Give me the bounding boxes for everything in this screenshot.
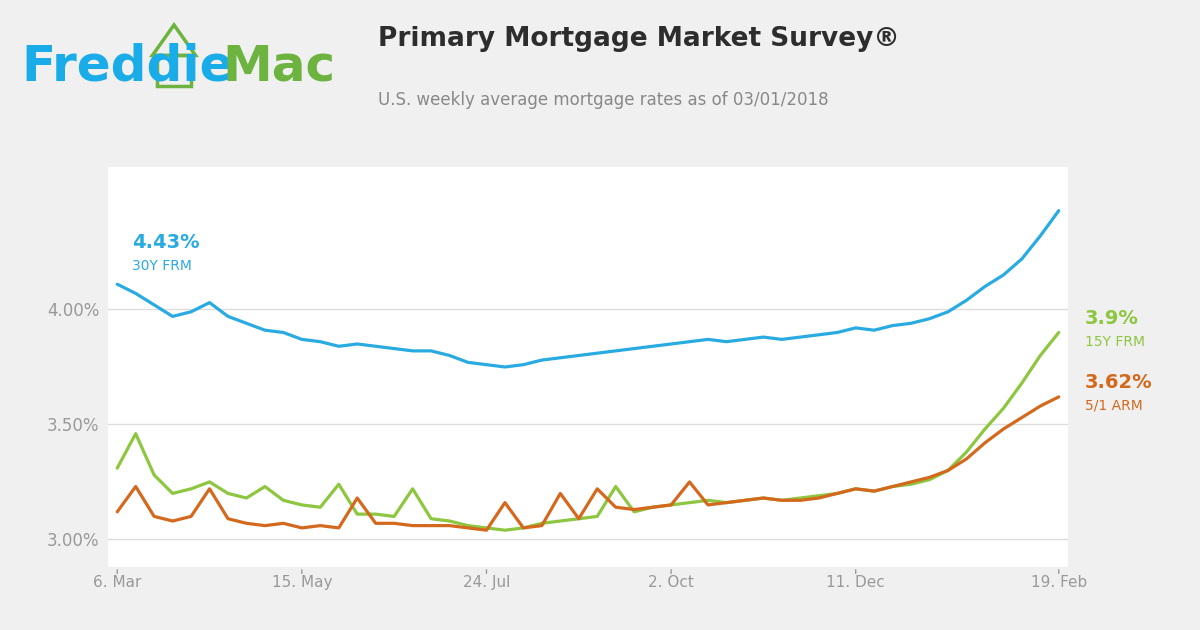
Text: 3.62%: 3.62% (1085, 373, 1152, 392)
Text: 3.9%: 3.9% (1085, 309, 1139, 328)
Text: 5/1 ARM: 5/1 ARM (1085, 399, 1142, 413)
Text: U.S. weekly average mortgage rates as of 03/01/2018: U.S. weekly average mortgage rates as of… (378, 91, 829, 109)
Text: Primary Mortgage Market Survey®: Primary Mortgage Market Survey® (378, 26, 900, 52)
Text: 4.43%: 4.43% (132, 233, 199, 252)
Text: Mac: Mac (222, 43, 335, 91)
Text: 15Y FRM: 15Y FRM (1085, 335, 1145, 348)
Text: Freddie: Freddie (22, 43, 234, 91)
Text: 30Y FRM: 30Y FRM (132, 259, 192, 273)
